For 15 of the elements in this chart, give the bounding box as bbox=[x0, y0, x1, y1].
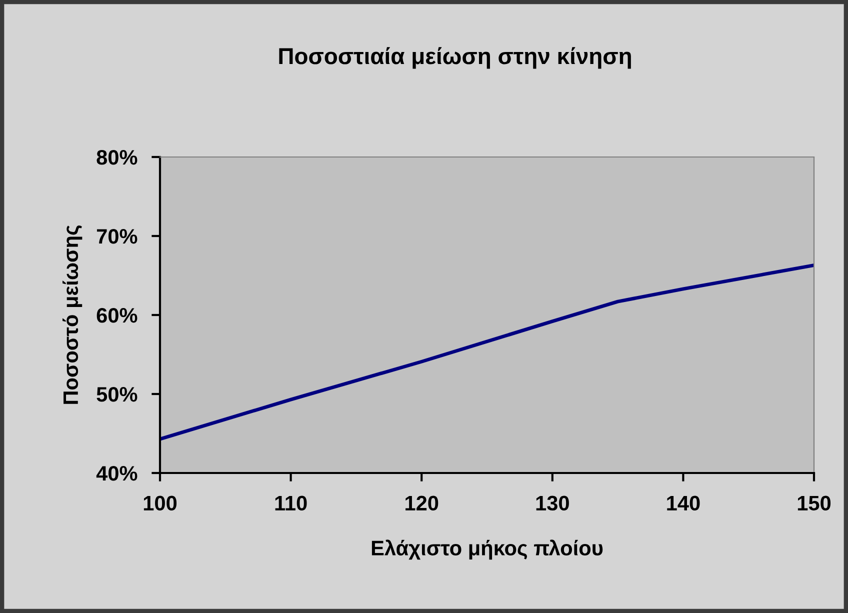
chart-title: Ποσοστιαία μείωση στην κίνηση bbox=[279, 47, 631, 69]
line-series bbox=[160, 263, 814, 441]
x-tick-label: 150 bbox=[798, 496, 831, 511]
y-tick-label: 40% bbox=[96, 466, 138, 481]
x-axis-title: Ελάχιστο μήκος πλοίου bbox=[372, 540, 603, 560]
y-tick-label: 60% bbox=[96, 308, 138, 323]
x-tick-label: 110 bbox=[275, 496, 307, 511]
y-tick-label: 80% bbox=[96, 150, 138, 165]
x-tick-label: 120 bbox=[406, 496, 438, 511]
y-axis-title: Ποσοστό μείωσης bbox=[62, 226, 82, 404]
x-tick-label: 140 bbox=[667, 496, 700, 511]
x-tick-label: 130 bbox=[536, 496, 569, 511]
y-tick-label: 50% bbox=[96, 387, 138, 402]
y-tick-label: 70% bbox=[96, 229, 138, 244]
x-tick-label: 100 bbox=[144, 496, 177, 511]
